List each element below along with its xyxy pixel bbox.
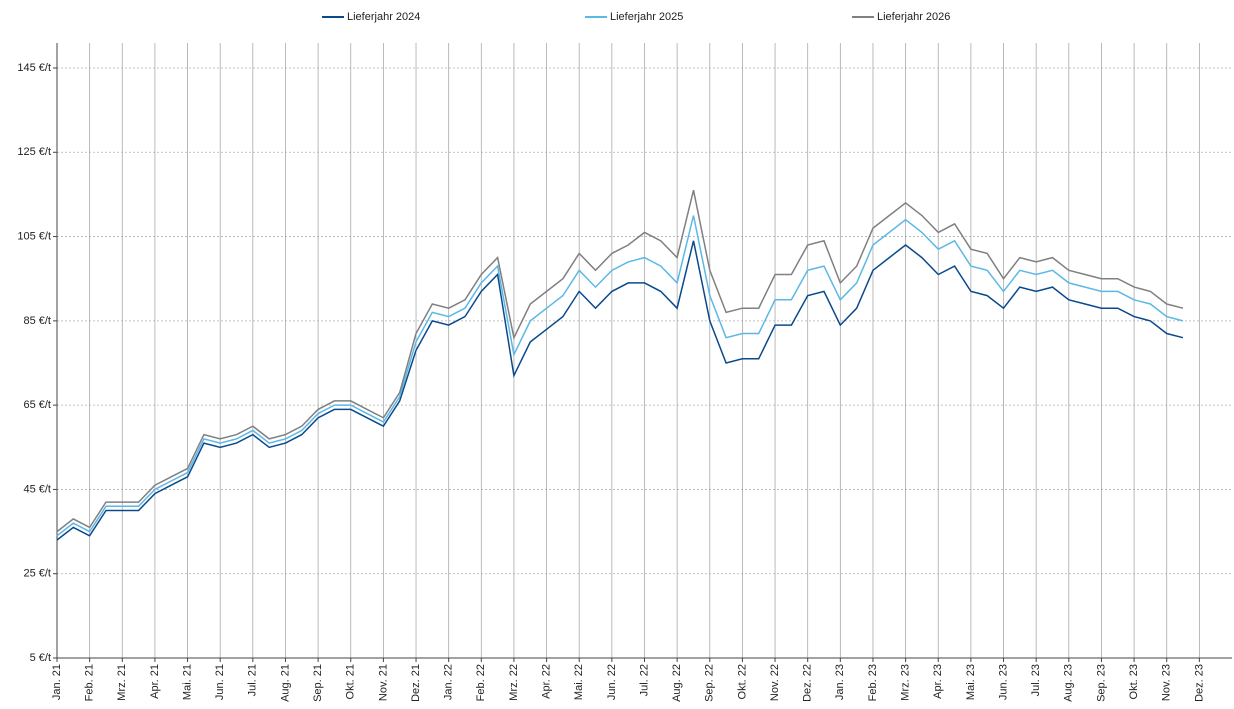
x-tick-label: Mai. 23 <box>965 664 977 700</box>
series-line <box>56 215 1184 537</box>
x-tick-label: Okt. 22 <box>736 664 748 699</box>
y-tick-label: 5 €/t <box>30 652 51 664</box>
x-tick-label: Aug. 21 <box>279 664 291 702</box>
series-line <box>56 240 1184 541</box>
y-tick-label: 85 €/t <box>23 315 51 327</box>
y-tick-label: 65 €/t <box>23 399 51 411</box>
x-tick-label: Nov. 22 <box>769 664 781 701</box>
x-tick-label: Jul. 22 <box>638 664 650 696</box>
x-tick-label: Jan. 22 <box>443 664 455 700</box>
x-tick-label: Mrz. 22 <box>508 664 520 701</box>
x-tick-label: Sep. 22 <box>704 664 716 702</box>
x-tick-label: Nov. 21 <box>377 664 389 701</box>
x-tick-label: Dez. 22 <box>802 664 814 702</box>
x-tick-label: Aug. 23 <box>1063 664 1075 702</box>
x-tick-label: Mrz. 21 <box>116 664 128 701</box>
x-tick-label: Jul. 23 <box>1030 664 1042 696</box>
x-tick-label: Apr. 23 <box>932 664 944 699</box>
x-tick-label: Aug. 22 <box>671 664 683 702</box>
x-tick-label: Okt. 23 <box>1128 664 1140 699</box>
legend-label: Lieferjahr 2024 <box>347 11 420 23</box>
y-tick-label: 45 €/t <box>23 483 51 495</box>
x-tick-label: Mrz. 23 <box>900 664 912 701</box>
x-tick-label: Dez. 21 <box>410 664 422 702</box>
y-tick-label: 125 €/t <box>17 146 51 158</box>
x-tick-label: Jul. 21 <box>247 664 259 696</box>
x-tick-label: Jun. 21 <box>214 664 226 700</box>
x-tick-label: Apr. 21 <box>149 664 161 699</box>
y-tick-label: 105 €/t <box>17 230 51 242</box>
x-tick-label: Jan. 23 <box>834 664 846 700</box>
x-tick-label: Feb. 23 <box>867 664 879 701</box>
series-line <box>56 190 1184 533</box>
x-tick-label: Jan. 21 <box>51 664 63 700</box>
x-tick-label: Nov. 23 <box>1161 664 1173 701</box>
y-tick-label: 145 €/t <box>17 62 51 74</box>
x-tick-label: Mai. 21 <box>181 664 193 700</box>
legend-label: Lieferjahr 2025 <box>610 11 683 23</box>
legend-label: Lieferjahr 2026 <box>877 11 950 23</box>
x-tick-label: Jun. 23 <box>997 664 1009 700</box>
x-tick-label: Sep. 23 <box>1095 664 1107 702</box>
x-tick-label: Dez. 23 <box>1193 664 1205 702</box>
y-tick-label: 25 €/t <box>23 568 51 580</box>
x-tick-label: Apr. 22 <box>540 664 552 699</box>
x-tick-label: Jun. 22 <box>606 664 618 700</box>
x-tick-label: Okt. 21 <box>345 664 357 699</box>
x-tick-label: Feb. 22 <box>475 664 487 701</box>
x-tick-label: Sep. 21 <box>312 664 324 702</box>
x-tick-label: Feb. 21 <box>84 664 96 701</box>
x-tick-label: Mai. 22 <box>573 664 585 700</box>
